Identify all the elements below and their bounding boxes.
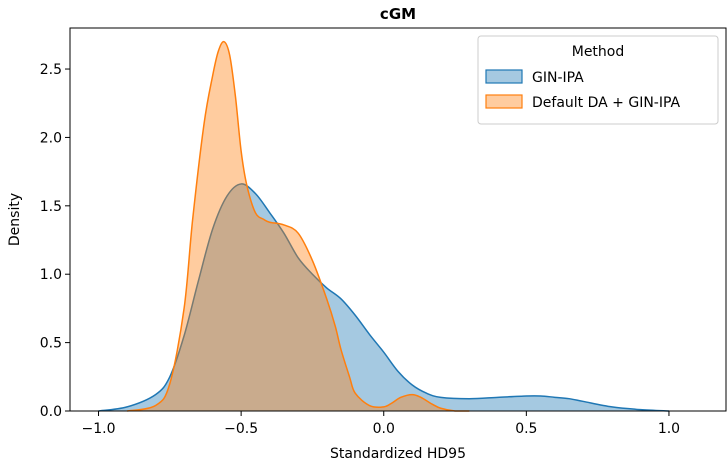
legend-swatch-0 (485, 69, 523, 84)
y-tick-label: 0.0 (40, 404, 62, 420)
plot-area (98, 40, 669, 412)
y-tick-label: 1.5 (40, 199, 62, 215)
series-area-1 (127, 41, 470, 412)
legend-label-0: GIN-IPA (532, 70, 584, 86)
y-tick-label: 0.5 (40, 336, 62, 352)
y-tick-label: 2.5 (40, 62, 62, 78)
x-tick-label: 0.5 (515, 421, 537, 437)
legend-label-1: Default DA + GIN-IPA (532, 95, 681, 111)
x-tick-label: 1.0 (658, 421, 680, 437)
legend: Method GIN-IPA Default DA + GIN-IPA (477, 35, 719, 125)
x-tick-label: −0.5 (224, 421, 258, 437)
x-tick-label: 0.0 (373, 421, 395, 437)
axes-frame (69, 27, 727, 412)
chart-title: cGM (380, 5, 416, 23)
series-line-0 (98, 183, 669, 412)
x-axis-label: Standardized HD95 (330, 446, 466, 462)
legend-swatch-1 (485, 94, 523, 109)
legend-title: Method (572, 44, 625, 60)
y-tick-label: 1.0 (40, 267, 62, 283)
x-tick-label: −1.0 (82, 421, 116, 437)
series-area-0 (98, 183, 669, 411)
legend-entries: GIN-IPA Default DA + GIN-IPA (485, 69, 681, 111)
y-axis-label: Density (7, 193, 23, 246)
series-line-1 (126, 40, 470, 412)
x-axis-ticks: −1.0 −0.5 0.0 0.5 1.0 (82, 411, 680, 437)
legend-box (477, 35, 719, 125)
y-axis-ticks: 0.0 0.5 1.0 1.5 2.0 2.5 (40, 62, 70, 420)
y-tick-label: 2.0 (40, 130, 62, 146)
